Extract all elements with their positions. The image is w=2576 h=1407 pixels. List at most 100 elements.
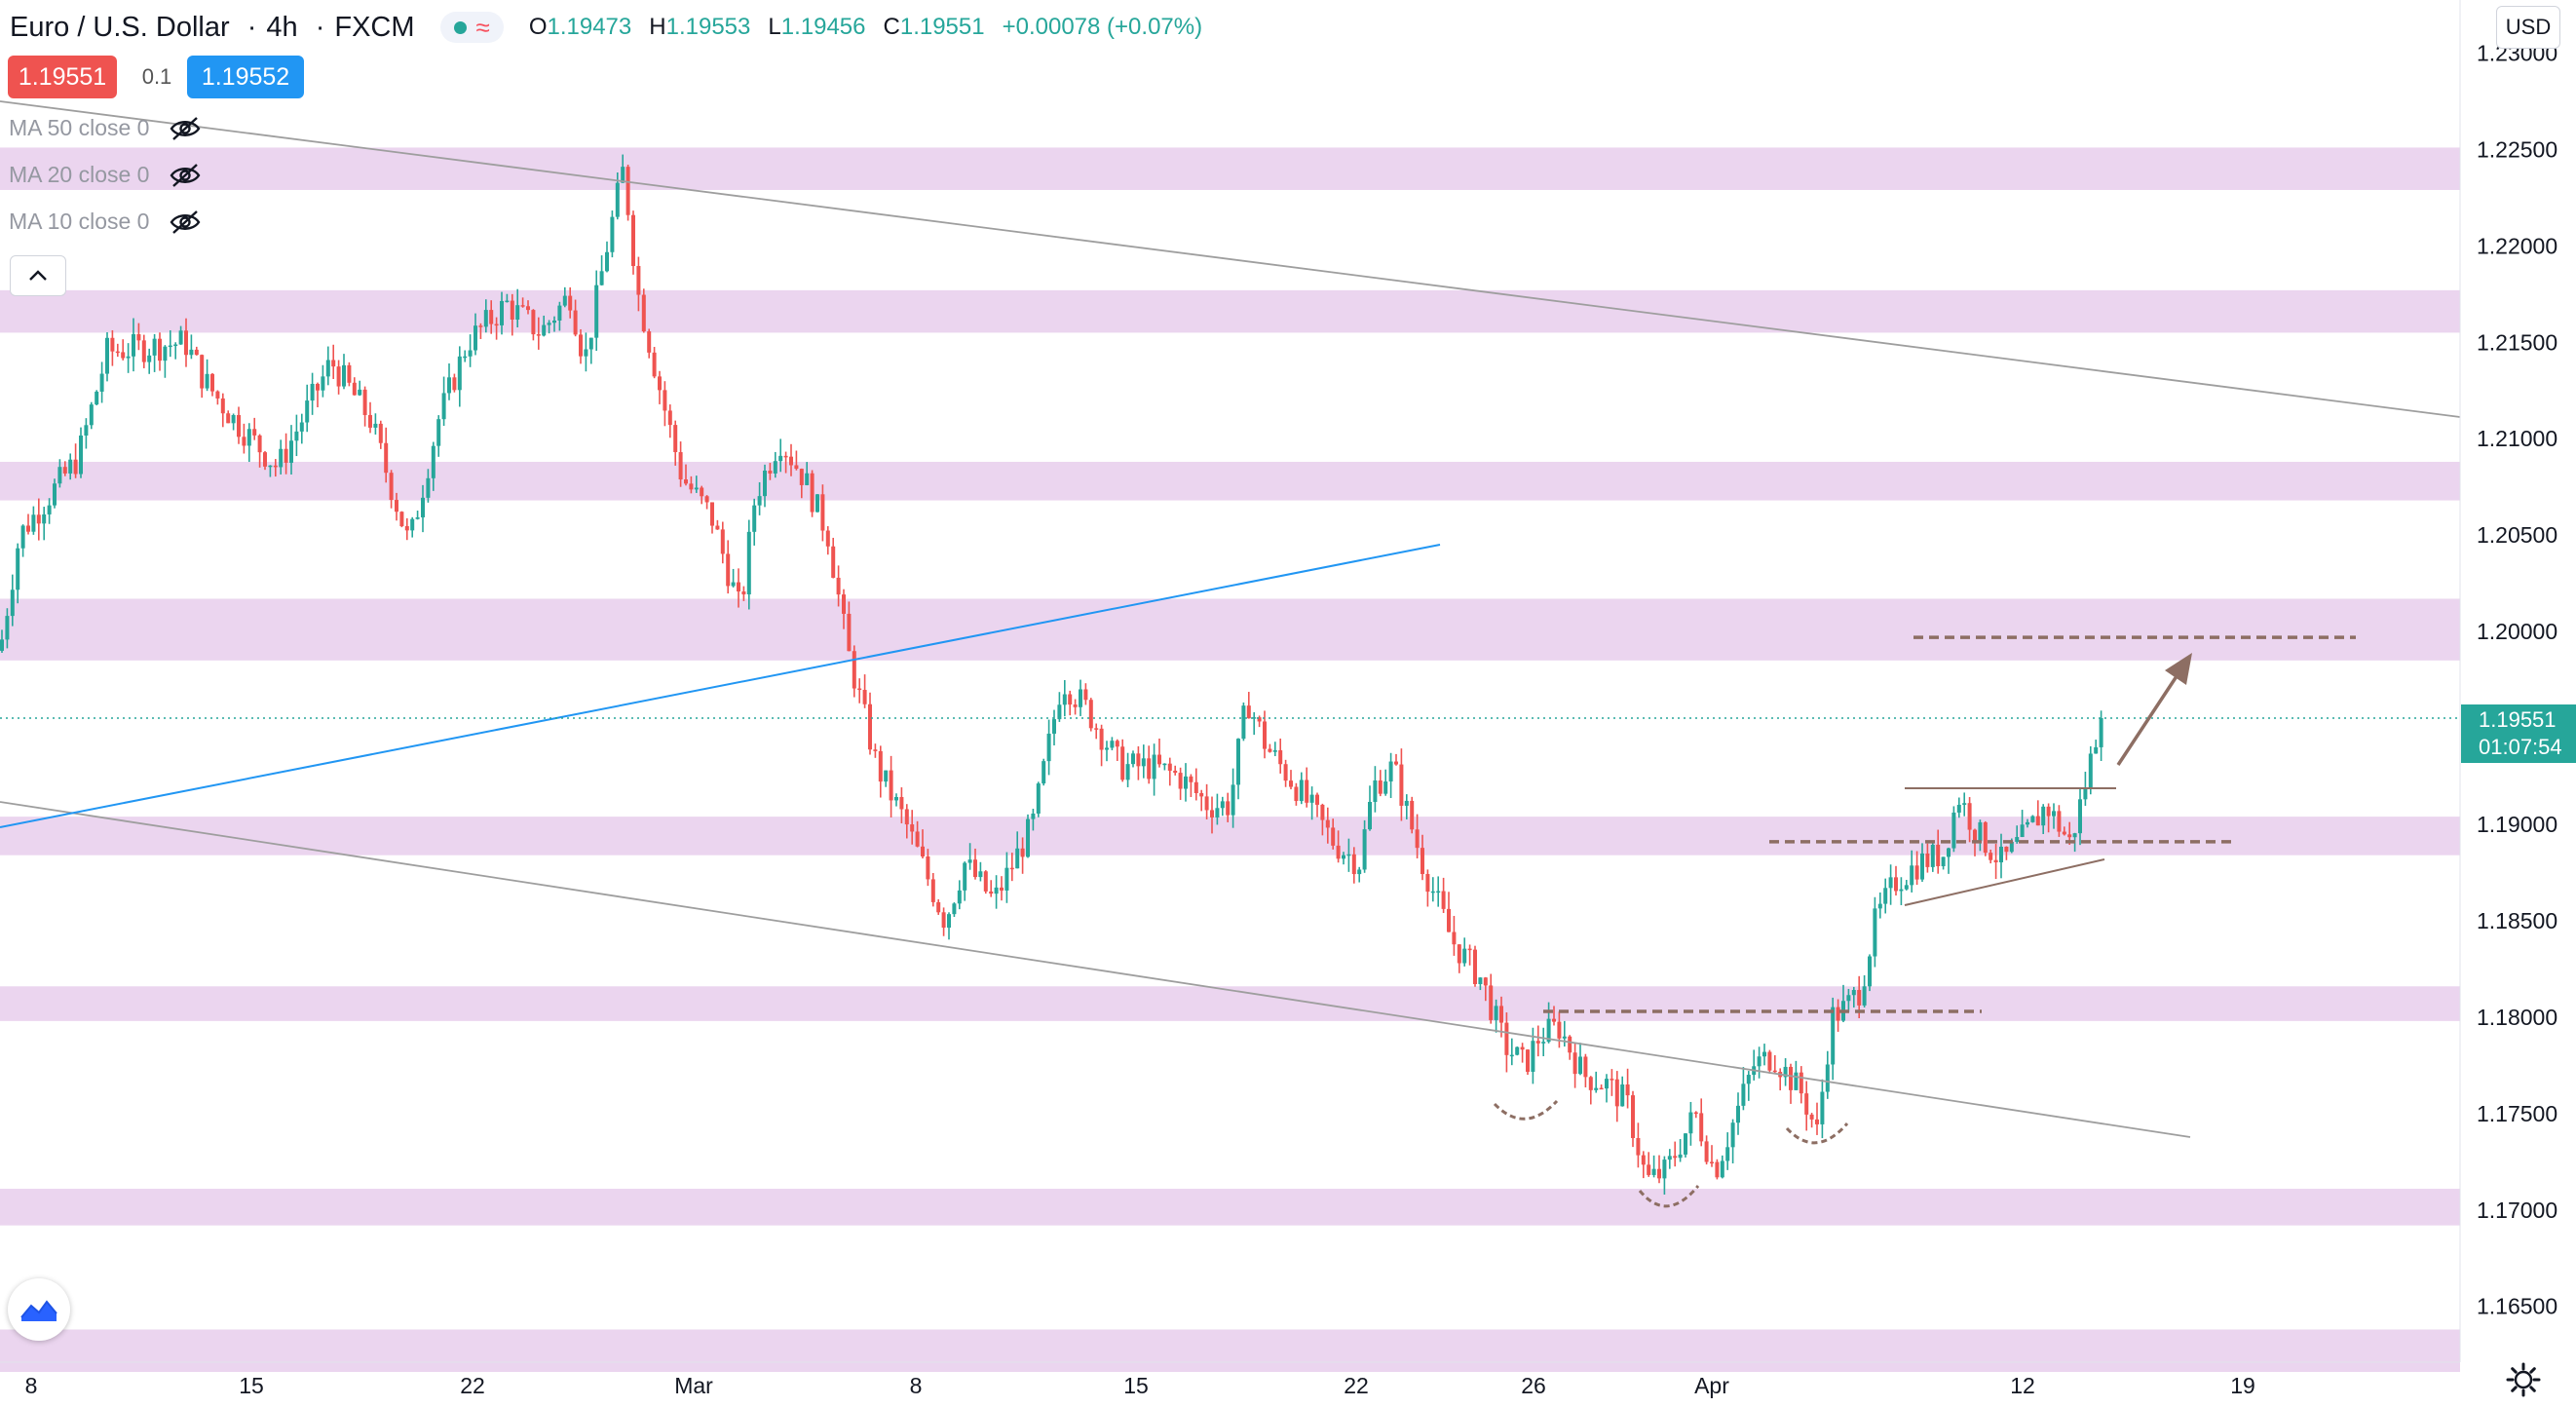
eye-off-icon[interactable] bbox=[169, 163, 202, 188]
candle-body bbox=[899, 796, 904, 810]
candle-body bbox=[452, 377, 457, 391]
price-axis[interactable]: 1.230001.225001.220001.215001.210001.205… bbox=[2477, 40, 2557, 1318]
candle-body bbox=[1167, 763, 1172, 771]
candle-body bbox=[1688, 1112, 1693, 1134]
candle-body bbox=[1357, 869, 1362, 875]
eye-off-icon[interactable] bbox=[169, 209, 202, 235]
candle-body bbox=[1068, 694, 1073, 705]
candle-body bbox=[220, 398, 225, 414]
candle-body bbox=[636, 265, 641, 295]
candle-body bbox=[2052, 811, 2056, 817]
candle-body bbox=[794, 465, 799, 470]
candle-body bbox=[73, 459, 78, 475]
candle-body bbox=[831, 546, 836, 578]
data-delay-icon: ≈ bbox=[475, 13, 490, 42]
candle-body bbox=[983, 871, 988, 892]
indicator-ma50[interactable]: MA 50 close 0 bbox=[9, 115, 202, 141]
candle-body bbox=[700, 487, 704, 497]
candle-body bbox=[1457, 944, 1461, 964]
candle-body bbox=[205, 373, 209, 389]
candle-body bbox=[184, 330, 188, 356]
tradingview-logo[interactable] bbox=[8, 1278, 70, 1341]
candle-body bbox=[1846, 995, 1851, 1002]
candle-body bbox=[336, 366, 341, 387]
candle-body bbox=[1241, 705, 1246, 740]
market-status[interactable]: ≈ bbox=[439, 12, 504, 43]
candle-body bbox=[726, 553, 731, 587]
candle-body bbox=[483, 310, 488, 327]
candle-body bbox=[852, 651, 856, 689]
candle-body bbox=[404, 526, 409, 531]
candle-body bbox=[1073, 704, 1078, 707]
indicator-ma20[interactable]: MA 20 close 0 bbox=[9, 162, 202, 188]
time-tick-label: 8 bbox=[910, 1373, 923, 1398]
candle-body bbox=[1031, 813, 1036, 819]
candle-body bbox=[952, 903, 957, 915]
price-tick-label: 1.22500 bbox=[2477, 136, 2557, 162]
candle-body bbox=[115, 351, 120, 354]
buy-button[interactable]: 1.19552 bbox=[187, 56, 304, 98]
time-tick-label: 19 bbox=[2230, 1373, 2255, 1398]
candle-body bbox=[1762, 1051, 1766, 1057]
candle-body bbox=[1136, 753, 1141, 767]
candle-body bbox=[673, 425, 678, 453]
candle-body bbox=[1667, 1156, 1672, 1160]
candle-body bbox=[1346, 854, 1351, 856]
candle-body bbox=[1115, 741, 1119, 747]
candle-body bbox=[947, 914, 951, 929]
candle-body bbox=[1789, 1066, 1793, 1090]
candle-body bbox=[421, 497, 425, 517]
candle-body bbox=[641, 294, 646, 332]
candle-body bbox=[1052, 719, 1056, 734]
candle-body bbox=[158, 338, 162, 361]
candle-body bbox=[531, 310, 536, 335]
candle-body bbox=[1236, 739, 1240, 785]
candle-body bbox=[468, 350, 473, 357]
candle-body bbox=[731, 582, 736, 587]
candle-body bbox=[147, 355, 152, 362]
candle-body bbox=[310, 383, 315, 401]
candle-body bbox=[973, 859, 977, 878]
candle-body bbox=[1220, 801, 1225, 809]
eye-off-icon[interactable] bbox=[169, 116, 202, 141]
time-axis[interactable]: 8 15 22 Mar 8 15 22 26 Apr 12 19 bbox=[25, 1373, 2255, 1398]
candle-body bbox=[1588, 1077, 1593, 1090]
candle-body bbox=[1836, 1007, 1840, 1021]
candle-body bbox=[1684, 1133, 1687, 1155]
settings-gear-icon[interactable] bbox=[2504, 1360, 2543, 1399]
candle-body bbox=[1452, 932, 1457, 945]
candle-body bbox=[1904, 885, 1909, 890]
candle-body bbox=[878, 750, 883, 782]
candle-body bbox=[741, 590, 746, 595]
currency-button[interactable]: USD bbox=[2496, 6, 2560, 49]
candle-body bbox=[1610, 1079, 1614, 1081]
sr-zone bbox=[0, 598, 2460, 661]
candle-body bbox=[1956, 804, 1961, 813]
candle-body bbox=[95, 391, 99, 405]
candle-body bbox=[941, 912, 946, 929]
candle-body bbox=[1899, 889, 1904, 892]
candle-body bbox=[963, 862, 967, 891]
candle-body bbox=[884, 770, 889, 782]
candle-body bbox=[1394, 761, 1398, 765]
candle-body bbox=[62, 467, 67, 474]
sell-button[interactable]: 1.19551 bbox=[8, 56, 117, 98]
candle-body bbox=[1599, 1087, 1604, 1090]
candle-body bbox=[1152, 754, 1156, 780]
candle-body bbox=[352, 382, 357, 396]
candle-body bbox=[515, 305, 520, 320]
candle-body bbox=[99, 373, 104, 392]
candle-body bbox=[1925, 853, 1930, 867]
indicator-ma10[interactable]: MA 10 close 0 bbox=[9, 209, 202, 235]
candle-body bbox=[552, 320, 556, 323]
candle-body bbox=[1263, 721, 1267, 749]
time-tick-label: 12 bbox=[2010, 1373, 2035, 1398]
candle-body bbox=[562, 295, 567, 306]
candle-body bbox=[1094, 728, 1099, 730]
candle-body bbox=[1947, 848, 1951, 857]
collapse-legend-button[interactable] bbox=[10, 255, 66, 296]
symbol-title[interactable]: Euro / U.S. Dollar · 4h · FXCM bbox=[10, 11, 415, 43]
candle-body bbox=[1157, 754, 1161, 765]
lower-channel-trendline bbox=[0, 801, 2191, 1138]
